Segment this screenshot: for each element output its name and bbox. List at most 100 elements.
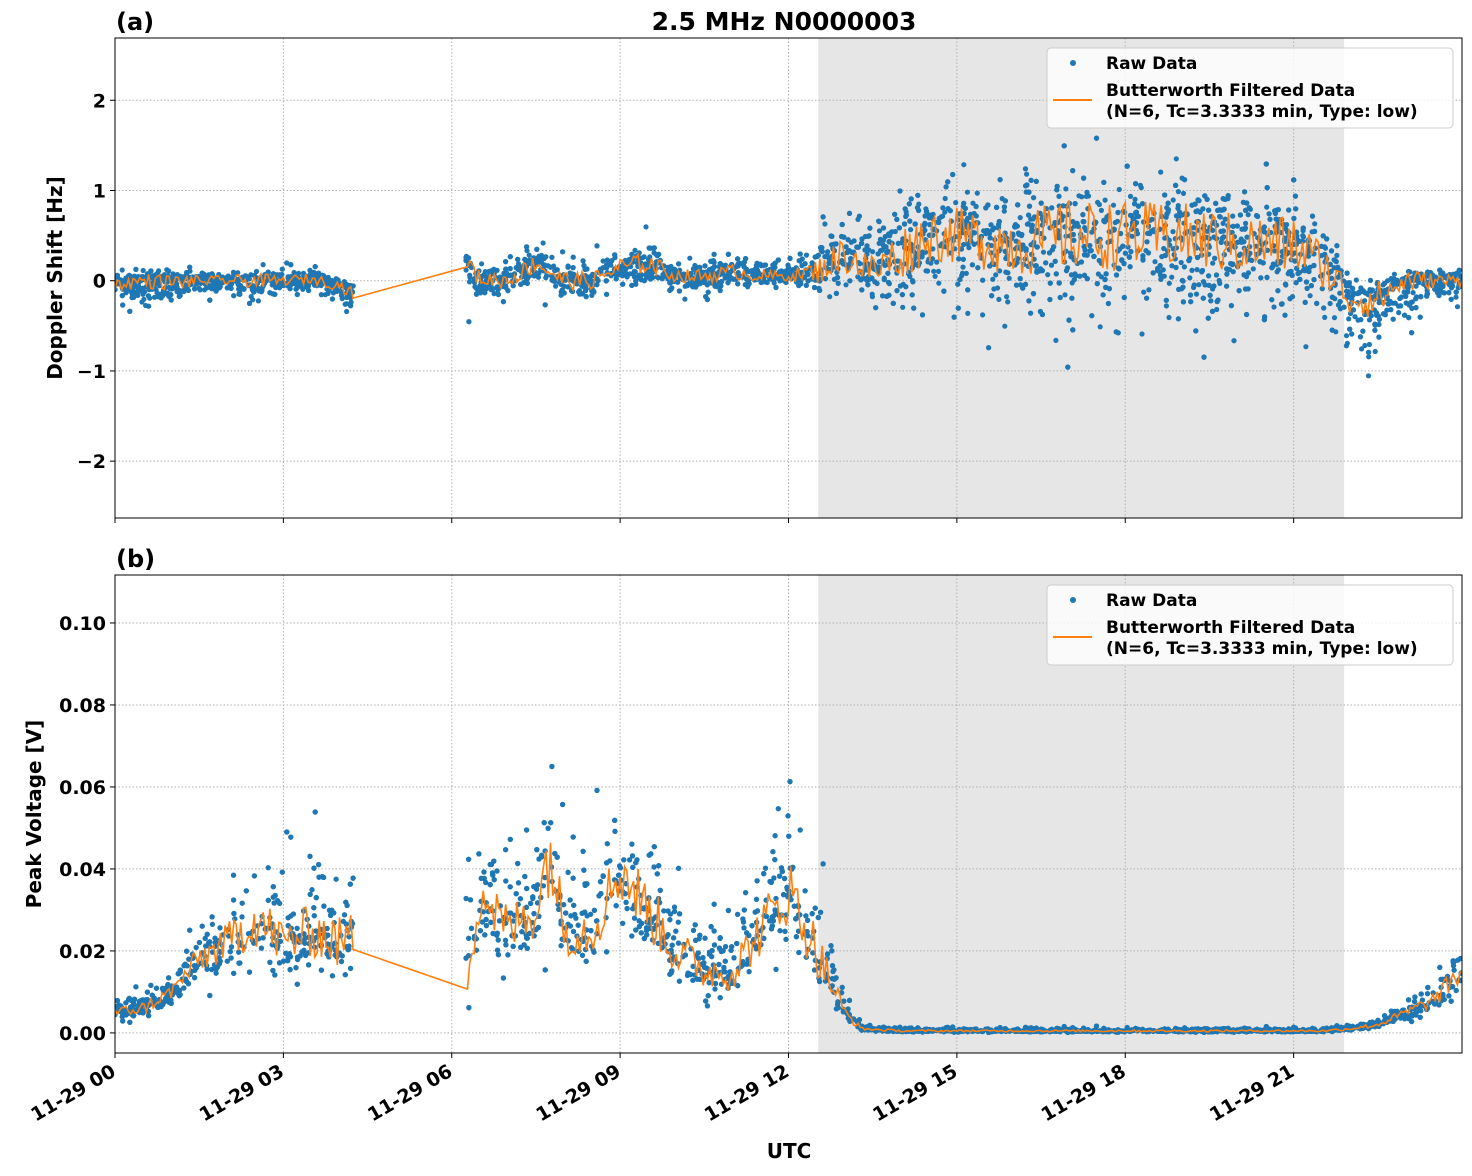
raw-data-point	[539, 258, 544, 263]
raw-data-point	[1018, 215, 1023, 220]
raw-data-point	[1004, 294, 1009, 299]
raw-data-point	[1012, 224, 1017, 229]
raw-data-point	[655, 253, 660, 258]
raw-data-point	[1208, 293, 1213, 298]
raw-data-point	[1035, 244, 1040, 249]
raw-data-point	[1265, 185, 1270, 190]
raw-data-point	[1206, 283, 1211, 288]
raw-data-point	[1056, 194, 1061, 199]
raw-data-point	[1324, 236, 1329, 241]
raw-data-point	[1358, 334, 1363, 339]
raw-data-point	[1040, 268, 1045, 273]
raw-data-point	[1081, 176, 1086, 181]
raw-data-point	[1002, 324, 1007, 329]
raw-data-point	[1262, 317, 1267, 322]
raw-data-point	[1224, 284, 1229, 289]
raw-data-point	[1117, 266, 1122, 271]
raw-data-point	[1269, 265, 1274, 270]
raw-data-point	[1166, 201, 1171, 206]
raw-data-point	[1312, 221, 1317, 226]
raw-data-point	[1187, 275, 1192, 280]
raw-data-point	[605, 258, 610, 263]
raw-data-point	[970, 262, 975, 267]
raw-data-point	[948, 208, 953, 213]
raw-data-point	[1393, 301, 1398, 306]
raw-data-point	[503, 285, 508, 290]
raw-data-point	[549, 255, 554, 260]
raw-data-point	[168, 292, 173, 297]
raw-data-point	[922, 221, 927, 226]
y-tick-label: 1	[93, 180, 106, 202]
raw-data-point	[986, 345, 991, 350]
raw-data-point	[1360, 329, 1365, 334]
raw-data-point	[524, 244, 529, 249]
raw-data-point	[1176, 316, 1181, 321]
raw-data-point	[972, 242, 977, 247]
raw-data-point	[1096, 271, 1101, 276]
raw-data-point	[803, 261, 808, 266]
raw-data-point	[841, 235, 846, 240]
raw-data-point	[1058, 295, 1063, 300]
raw-data-point	[1180, 278, 1185, 283]
raw-data-point	[293, 287, 298, 292]
raw-data-point	[1029, 178, 1034, 183]
raw-data-point	[1217, 281, 1222, 286]
raw-data-point	[985, 202, 990, 207]
raw-data-point	[867, 233, 872, 238]
legend-filtered-params: (N=6, Tc=3.3333 min, Type: low)	[1106, 102, 1418, 122]
raw-data-point	[705, 297, 710, 302]
raw-data-point	[1054, 187, 1059, 192]
raw-data-point	[583, 267, 588, 272]
raw-data-point	[607, 262, 612, 267]
raw-data-point	[828, 233, 833, 238]
raw-data-point	[885, 271, 890, 276]
raw-data-point	[1158, 170, 1163, 175]
raw-data-point	[910, 292, 915, 297]
raw-data-point	[682, 297, 687, 302]
raw-data-point	[652, 245, 657, 250]
raw-data-point	[251, 289, 256, 294]
raw-data-point	[1212, 256, 1217, 261]
raw-data-point	[1403, 294, 1408, 299]
raw-data-point	[1003, 198, 1008, 203]
raw-data-point	[1271, 304, 1276, 309]
panel-label: (a)	[116, 8, 154, 36]
raw-data-point	[1372, 322, 1377, 327]
raw-data-point	[961, 162, 966, 167]
raw-data-point	[1210, 261, 1215, 266]
raw-data-point	[1208, 298, 1213, 303]
raw-data-point	[1048, 281, 1053, 286]
raw-data-point	[880, 247, 885, 252]
raw-data-point	[120, 302, 125, 307]
raw-data-point	[148, 268, 153, 273]
raw-data-point	[937, 216, 942, 221]
raw-data-point	[650, 275, 655, 280]
raw-data-point	[965, 190, 970, 195]
raw-data-point	[1023, 282, 1028, 287]
raw-data-point	[1080, 212, 1085, 217]
raw-data-point	[952, 315, 957, 320]
raw-data-point	[1106, 301, 1111, 306]
raw-data-point	[1136, 204, 1141, 209]
raw-data-point	[170, 286, 175, 291]
raw-data-point	[543, 302, 548, 307]
raw-data-point	[231, 293, 236, 298]
raw-data-point	[1144, 296, 1149, 301]
raw-data-point	[900, 305, 905, 310]
raw-data-point	[1215, 299, 1220, 304]
raw-data-point	[817, 288, 822, 293]
raw-data-point	[483, 274, 488, 279]
raw-data-point	[1199, 269, 1204, 274]
raw-data-point	[706, 290, 711, 295]
raw-data-point	[1047, 297, 1052, 302]
raw-data-point	[1196, 282, 1201, 287]
raw-data-point	[1133, 210, 1138, 215]
raw-data-point	[993, 272, 998, 277]
raw-data-point	[1286, 271, 1291, 276]
raw-data-point	[881, 238, 886, 243]
raw-data-point	[1111, 203, 1116, 208]
raw-data-point	[985, 228, 990, 233]
raw-data-point	[1301, 228, 1306, 233]
raw-data-point	[130, 293, 135, 298]
